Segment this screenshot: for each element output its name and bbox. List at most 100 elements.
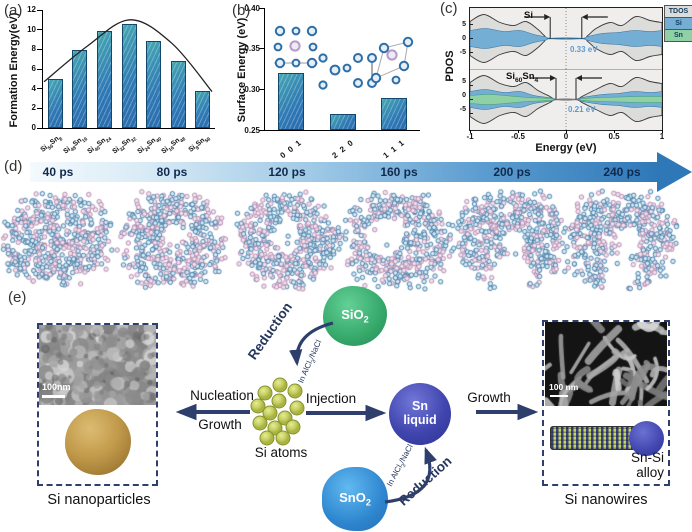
left-caption: Si nanoparticles bbox=[47, 492, 151, 508]
panel-c-pdos: (c) PDOS Energy (eV) TDOS Si Sn 5 0 -5 5 0 -5 -1… bbox=[440, 0, 692, 158]
sn-liquid-label: Sn liquid bbox=[403, 399, 437, 427]
subplot-label: Si bbox=[524, 10, 533, 21]
y-tick-mark bbox=[37, 127, 42, 129]
x-tick-mark bbox=[470, 130, 471, 133]
si-atoms-label: Si atoms bbox=[254, 445, 308, 460]
panel-label-b: (b) bbox=[232, 2, 251, 19]
panel-b-surface-energy: (b) Surface Energy (eV) bbox=[230, 0, 440, 160]
y-tick-label: 8 bbox=[31, 44, 36, 54]
formation-energy-bar bbox=[47, 78, 63, 128]
panel-label-c: (c) bbox=[440, 0, 458, 17]
x-tick-label: 1 bbox=[659, 132, 665, 141]
sem-image-nanowires bbox=[545, 322, 667, 406]
x-tick-mark bbox=[614, 130, 615, 133]
panel-a-ylabel: Formation Energy(eV) bbox=[8, 12, 20, 128]
y-tick-mark bbox=[259, 88, 264, 90]
y-tick-label: 5 bbox=[462, 20, 466, 28]
y-tick-label: 0 bbox=[462, 34, 466, 42]
formation-energy-bar bbox=[72, 50, 88, 128]
panel-d-md-snapshots: (d) 40 ps 80 ps 120 ps 160 ps 200 ps 240 ps bbox=[0, 150, 692, 292]
panel-c-xlabel: Energy (eV) bbox=[535, 142, 597, 154]
surface-energy-bar bbox=[381, 97, 408, 130]
growth-right-label: Growth bbox=[467, 390, 511, 405]
injection-label: Injection bbox=[305, 391, 357, 406]
y-tick-mark bbox=[259, 48, 264, 50]
si-nanoparticle-sphere bbox=[65, 409, 131, 475]
time-arrow-band bbox=[30, 162, 659, 182]
y-tick-label: 0.35 bbox=[244, 44, 260, 54]
y-tick-label: 2 bbox=[31, 103, 36, 113]
y-tick-label: 0 bbox=[31, 123, 36, 132]
panel-a-plot-area bbox=[42, 10, 215, 129]
y-tick-label: -5 bbox=[459, 48, 466, 56]
right-caption: Si nanowires bbox=[564, 492, 648, 508]
sio2-label: SiO2 bbox=[341, 307, 369, 325]
y-tick-mark bbox=[37, 107, 42, 109]
sno2-label: SnO2 bbox=[339, 490, 371, 508]
si-atoms-cluster bbox=[250, 377, 305, 446]
si-nanoparticles-box bbox=[37, 323, 158, 486]
band-gap-label: 0.33 eV bbox=[570, 45, 598, 54]
x-tick-label: 0.5 bbox=[608, 132, 620, 141]
sn-si-alloy-tip bbox=[629, 421, 664, 456]
surface-energy-bar bbox=[329, 113, 356, 130]
si-nanowire-rod bbox=[550, 426, 640, 450]
reduction-top-label: Reduction bbox=[244, 299, 296, 363]
alloy-label: Sn-Si alloy bbox=[630, 450, 664, 480]
time-label: 40 ps bbox=[42, 165, 74, 179]
scale-bar-left bbox=[42, 395, 65, 398]
sio2-blob: SiO2 bbox=[323, 286, 387, 346]
formation-energy-bar bbox=[146, 40, 162, 128]
sem-image-nanoparticles bbox=[39, 325, 156, 405]
scale-bar-label-right: 100 nm bbox=[549, 382, 579, 392]
time-label: 160 ps bbox=[380, 165, 418, 179]
formation-energy-bar bbox=[170, 61, 186, 128]
panel-label-e: (e) bbox=[8, 289, 27, 306]
scale-bar-right bbox=[550, 395, 568, 397]
md-snapshot bbox=[114, 188, 230, 292]
formation-energy-bar bbox=[121, 23, 137, 128]
y-tick-mark bbox=[37, 68, 42, 70]
surface-energy-bar bbox=[277, 73, 304, 130]
y-tick-mark bbox=[37, 48, 42, 50]
formation-energy-bar bbox=[96, 30, 112, 128]
time-label: 120 ps bbox=[268, 165, 306, 179]
y-tick-label: 0.40 bbox=[244, 3, 260, 13]
subplot-label: Si60Sn4 bbox=[506, 71, 539, 84]
y-tick-label: 5 bbox=[462, 77, 466, 85]
y-tick-mark bbox=[37, 9, 42, 11]
formation-energy-bar bbox=[195, 90, 211, 128]
x-tick-mark bbox=[518, 130, 519, 133]
md-snapshot bbox=[229, 188, 345, 292]
y-tick-label: 0.25 bbox=[244, 125, 260, 135]
sno2-blob: SnO2 bbox=[322, 467, 388, 531]
y-tick-label: 6 bbox=[31, 64, 36, 73]
y-tick-mark bbox=[37, 29, 42, 31]
envelope-curve bbox=[43, 19, 213, 93]
x-tick-mark bbox=[566, 130, 567, 133]
sn-liquid-sphere: Sn liquid bbox=[389, 383, 451, 445]
time-label: 80 ps bbox=[156, 165, 188, 179]
md-snapshot bbox=[0, 188, 116, 292]
y-tick-mark bbox=[259, 129, 264, 131]
nucleation-label: Nucleation bbox=[190, 388, 254, 403]
y-tick-label: 4 bbox=[31, 83, 36, 93]
time-label: 240 ps bbox=[603, 165, 641, 179]
y-tick-label: 10 bbox=[27, 24, 36, 34]
panel-b-ylabel: Surface Energy (eV) bbox=[236, 17, 248, 123]
panel-label-d: (d) bbox=[4, 158, 23, 175]
legend: TDOS Si Sn bbox=[664, 5, 692, 42]
pdos-subplot bbox=[470, 8, 662, 69]
md-snapshot bbox=[564, 188, 680, 292]
si-nanowires-box bbox=[542, 320, 670, 486]
md-snapshot bbox=[454, 188, 570, 292]
md-snapshot bbox=[341, 188, 457, 292]
scale-bar-label-left: 100nm bbox=[42, 382, 71, 392]
time-arrow-head bbox=[657, 152, 692, 192]
y-tick-mark bbox=[259, 7, 264, 9]
y-tick-label: 12 bbox=[27, 5, 36, 14]
y-tick-label: 0 bbox=[462, 91, 466, 99]
growth-left-label: Growth bbox=[198, 417, 242, 432]
x-tick-label: -0.5 bbox=[511, 132, 525, 141]
band-gap-label: 0.21 eV bbox=[568, 105, 596, 114]
